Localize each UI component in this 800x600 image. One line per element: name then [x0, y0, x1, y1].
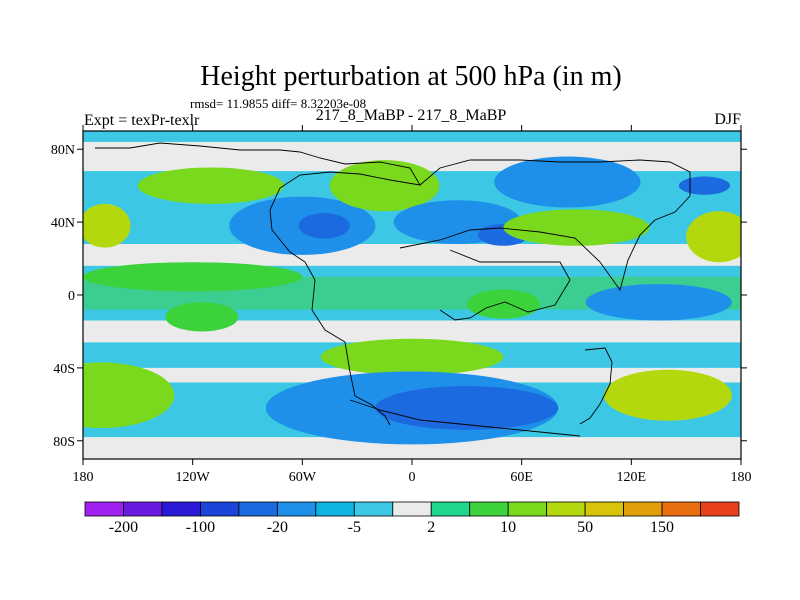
chart-title: Height perturbation at 500 hPa (in m) [200, 61, 621, 92]
colorbar-label: -100 [186, 519, 215, 536]
colorbar-swatch [661, 501, 701, 517]
colorbar-label: -5 [348, 519, 361, 536]
x-tick-label: 60E [510, 470, 533, 485]
contour-region-8 [329, 160, 440, 212]
contour-region-13 [686, 211, 741, 263]
contour-region-12 [503, 209, 650, 246]
colorbar-label: -200 [109, 519, 138, 536]
x-tick-label: 0 [409, 470, 416, 485]
contour-region-2 [83, 362, 175, 429]
contour-field [83, 141, 741, 459]
coastline-africa [439, 249, 571, 321]
contour-region-15 [466, 289, 540, 319]
colorbar-swatch [700, 501, 740, 517]
y-tick-label: 0 [68, 289, 75, 304]
y-tick-label: 80S [53, 435, 75, 450]
colorbar-swatch [276, 501, 317, 517]
center-label: 217_8_MaBP - 217_8_MaBP [316, 107, 507, 124]
field-band-2 [83, 320, 741, 343]
contour-region-16 [585, 284, 732, 321]
colorbar-swatch [161, 501, 201, 517]
colorbar-swatch [200, 501, 240, 517]
coastline-australia [579, 347, 613, 425]
colorbar-swatch [584, 501, 624, 517]
colorbar-swatch [84, 501, 124, 517]
colorbar-swatch [623, 501, 663, 517]
contour-region-3 [137, 167, 285, 204]
continent-outline [95, 142, 691, 437]
colorbar-swatch [123, 501, 163, 517]
coastline-antarctica [349, 399, 581, 437]
contour-region-7 [298, 213, 350, 239]
contour-region-0 [83, 203, 131, 248]
coastline-eurasia [399, 159, 691, 292]
colorbar-swatch [392, 501, 432, 517]
field-band-4 [83, 437, 741, 459]
contour-region-14 [678, 176, 731, 195]
y-tick-label: 80N [51, 143, 75, 158]
colorbar-swatch [507, 501, 548, 517]
colorbar-swatch [315, 501, 355, 517]
contour-region-4 [83, 262, 303, 292]
x-tick-label: 180 [73, 470, 94, 485]
stats-label: rmsd= 11.9855 diff= 8.32203e-08 [190, 96, 366, 111]
x-tick-label: 120W [176, 470, 211, 485]
contour-region-17 [320, 338, 504, 376]
coastline-north-america [95, 142, 421, 263]
y-tick-label: 40S [53, 362, 75, 377]
x-tick-label: 180 [731, 470, 752, 485]
colorbar-swatch [238, 501, 278, 517]
contour-region-5 [165, 302, 239, 332]
colorbar: -200 -100 -20 -5 2 10 50 150 [84, 501, 740, 536]
colorbar-label: 150 [650, 519, 674, 536]
contour-region-19 [375, 386, 559, 430]
x-tick-label: 60W [289, 470, 317, 485]
season-label: DJF [714, 111, 741, 128]
left-label: Expt = texPr-texlr [84, 112, 200, 129]
colorbar-label: -20 [267, 519, 288, 536]
coastline-south-america [304, 261, 391, 426]
field-band-1 [83, 243, 741, 266]
colorbar-label: 50 [577, 519, 593, 536]
colorbar-label: 10 [500, 519, 516, 536]
colorbar-swatch [430, 501, 471, 517]
x-axis: 180 120W 60W 0 60E 120E 180 [73, 125, 752, 485]
y-tick-label: 40N [51, 216, 75, 231]
x-tick-label: 120E [617, 470, 647, 485]
colorbar-swatch [546, 501, 586, 517]
colorbar-swatch [469, 501, 509, 517]
contour-region-11 [494, 156, 641, 208]
colorbar-swatch [353, 501, 394, 517]
colorbar-label: 2 [427, 519, 435, 536]
y-axis: 80N 40N 0 40S 80S [51, 143, 747, 450]
contour-region-20 [603, 369, 732, 421]
